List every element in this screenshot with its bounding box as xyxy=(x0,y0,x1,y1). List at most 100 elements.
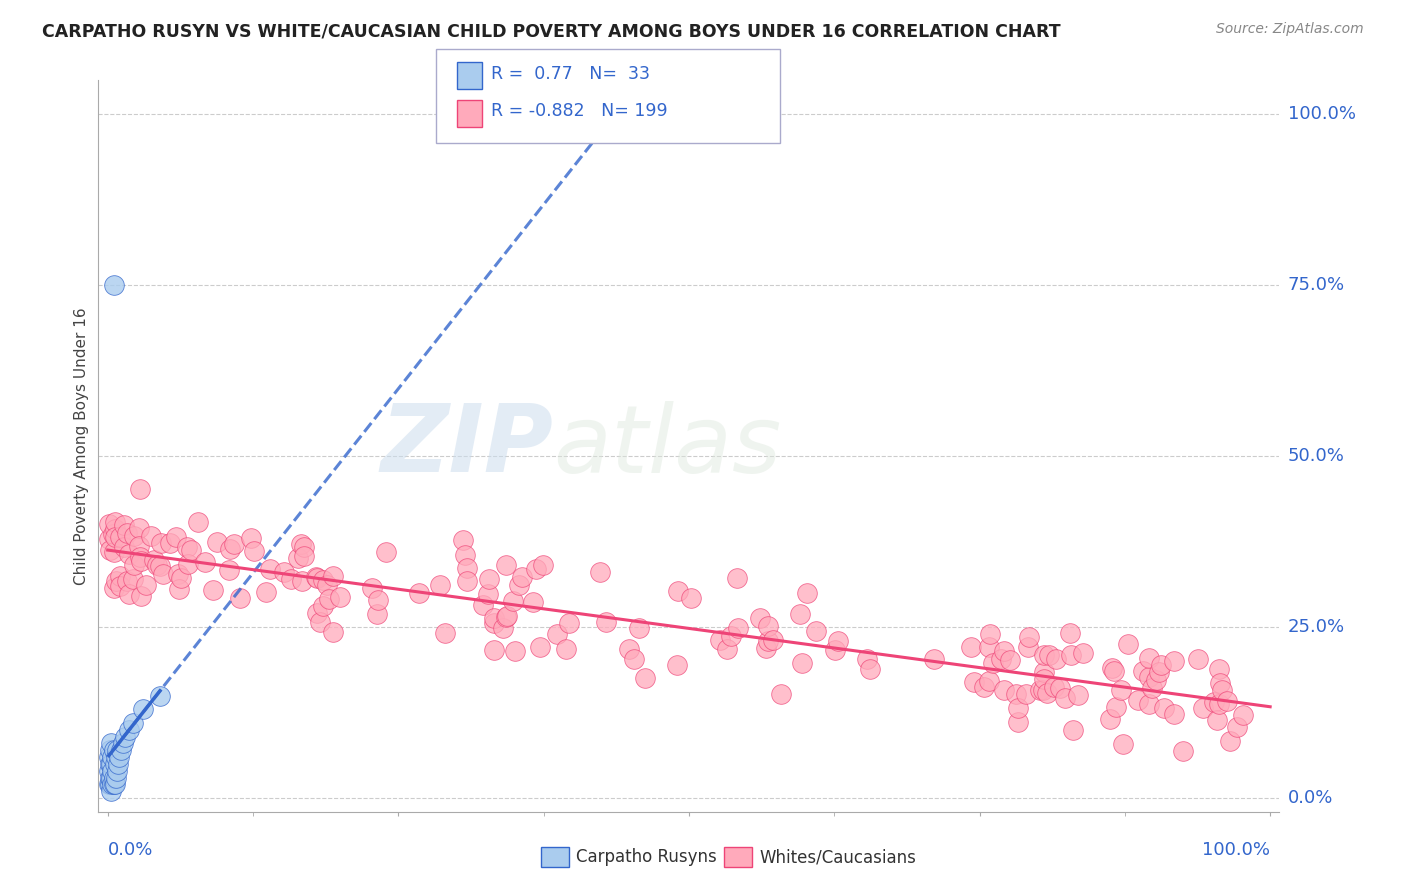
Text: R =  0.77   N=  33: R = 0.77 N= 33 xyxy=(491,65,650,83)
Point xyxy=(104,756,127,771)
Point xyxy=(280,572,302,586)
Point xyxy=(1033,672,1056,686)
Point xyxy=(408,586,430,600)
Text: 75.0%: 75.0% xyxy=(1288,277,1346,294)
Y-axis label: Child Poverty Among Boys Under 16: Child Poverty Among Boys Under 16 xyxy=(73,307,89,585)
Point xyxy=(1163,706,1185,721)
Point xyxy=(1116,637,1139,651)
Point xyxy=(291,574,314,588)
Point xyxy=(617,641,640,656)
Point xyxy=(588,565,610,579)
Point xyxy=(1054,691,1077,706)
Point xyxy=(1126,692,1149,706)
Text: Source: ZipAtlas.com: Source: ZipAtlas.com xyxy=(1216,22,1364,37)
Point xyxy=(981,656,1004,670)
Point xyxy=(959,640,981,654)
Point xyxy=(240,532,263,546)
Point xyxy=(375,544,398,558)
Point xyxy=(367,592,389,607)
Text: Whites/Caucasians: Whites/Caucasians xyxy=(759,848,917,866)
Point xyxy=(159,536,181,550)
Point xyxy=(1163,654,1185,668)
Point xyxy=(100,736,122,750)
Point xyxy=(990,651,1012,665)
Point xyxy=(1192,701,1215,715)
Point xyxy=(1137,670,1160,684)
Point xyxy=(804,624,827,639)
Point xyxy=(666,657,689,672)
Text: CARPATHO RUSYN VS WHITE/CAUCASIAN CHILD POVERTY AMONG BOYS UNDER 16 CORRELATION : CARPATHO RUSYN VS WHITE/CAUCASIAN CHILD … xyxy=(42,22,1060,40)
Text: 0.0%: 0.0% xyxy=(1288,789,1333,807)
Point xyxy=(1038,648,1060,663)
Point xyxy=(149,558,172,573)
Point xyxy=(1099,712,1122,726)
Point xyxy=(110,743,132,757)
Point xyxy=(595,615,617,629)
Point xyxy=(176,541,198,555)
Point xyxy=(101,777,124,791)
Point xyxy=(103,743,125,757)
Point xyxy=(219,541,242,556)
Point xyxy=(963,675,986,690)
Point xyxy=(315,578,337,592)
Point xyxy=(824,642,846,657)
Point xyxy=(104,515,127,529)
Point xyxy=(1029,683,1052,698)
Point xyxy=(117,723,139,737)
Point xyxy=(755,640,778,655)
Point xyxy=(1173,743,1195,757)
Point xyxy=(110,530,132,544)
Point xyxy=(118,548,141,562)
Point xyxy=(104,777,127,791)
Point xyxy=(789,607,811,621)
Point xyxy=(1018,630,1040,644)
Point xyxy=(170,571,193,585)
Point xyxy=(292,540,315,554)
Point xyxy=(122,529,145,543)
Point xyxy=(122,572,145,586)
Point xyxy=(482,615,505,630)
Point xyxy=(856,651,879,665)
Point xyxy=(979,627,1001,641)
Point xyxy=(166,566,188,581)
Point xyxy=(128,550,150,565)
Point xyxy=(749,611,772,625)
Point xyxy=(1102,664,1125,678)
Point xyxy=(254,585,277,599)
Point xyxy=(305,606,328,620)
Point xyxy=(495,609,517,624)
Text: 100.0%: 100.0% xyxy=(1288,105,1355,123)
Point xyxy=(1226,720,1249,734)
Point xyxy=(112,517,135,532)
Point xyxy=(98,516,121,531)
Point xyxy=(827,633,849,648)
Point xyxy=(312,599,335,613)
Point xyxy=(229,591,252,605)
Point xyxy=(98,756,121,771)
Point xyxy=(224,537,246,551)
Text: 0.0%: 0.0% xyxy=(108,841,153,859)
Point xyxy=(101,750,124,764)
Point xyxy=(103,581,125,595)
Point xyxy=(97,764,120,778)
Point xyxy=(322,624,344,639)
Point xyxy=(1112,737,1135,751)
Point xyxy=(259,562,281,576)
Point xyxy=(139,529,162,543)
Point xyxy=(101,527,124,541)
Point xyxy=(205,535,228,549)
Point xyxy=(482,643,505,657)
Point xyxy=(104,771,127,785)
Point xyxy=(709,632,731,647)
Point xyxy=(1036,686,1059,700)
Point xyxy=(727,621,749,635)
Point xyxy=(756,634,779,648)
Point xyxy=(510,570,533,584)
Point xyxy=(135,578,157,592)
Point xyxy=(859,662,882,676)
Point xyxy=(1137,651,1160,665)
Point xyxy=(1033,648,1056,662)
Point xyxy=(522,595,544,609)
Point xyxy=(451,533,474,548)
Point xyxy=(555,642,578,657)
